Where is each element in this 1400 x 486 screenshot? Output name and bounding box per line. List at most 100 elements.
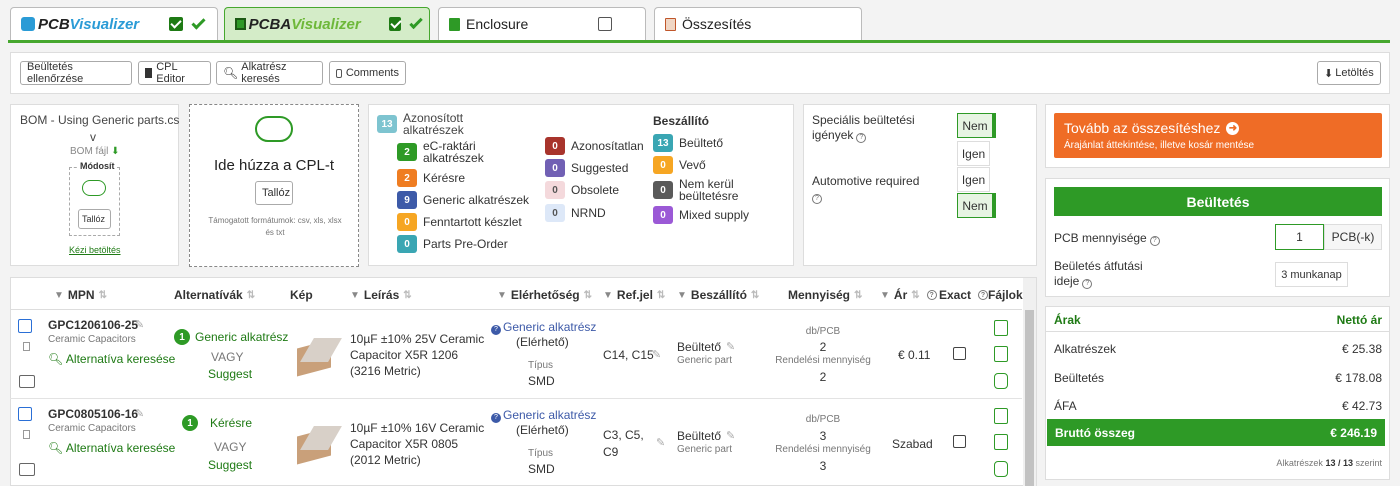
tab-pcb-checkbox[interactable]	[169, 17, 184, 31]
special-yes-button[interactable]: Igen	[957, 141, 990, 166]
search-icon: 🔍︎	[48, 352, 64, 366]
lead-time-label-text: Beületés átfutási ideje	[1054, 259, 1143, 288]
comment-icon[interactable]	[19, 375, 35, 388]
edit-icon[interactable]: ✎	[726, 341, 736, 353]
scrollbar-thumb[interactable]	[1025, 310, 1034, 486]
tab-pcba-visualizer[interactable]: PCBA Visualizer	[224, 7, 430, 40]
th-mpn[interactable]: ▼ MPN ⇅	[54, 288, 107, 302]
special-no-button[interactable]: Nem	[957, 113, 996, 138]
identified-label: Azonosított alkatrészek	[403, 111, 464, 137]
edit-icon[interactable]: ✎	[652, 349, 662, 361]
tab-summary[interactable]: Összesítés	[654, 7, 862, 40]
per-pcb-value: 3	[819, 429, 827, 443]
mpn[interactable]: GPC1206106-25	[48, 318, 139, 332]
pdf-file-icon[interactable]	[994, 320, 1008, 336]
th-quantity[interactable]: Mennyiség ⇅	[788, 288, 862, 302]
generic-label: Generic alkatrészek	[423, 193, 530, 207]
availability-link[interactable]: ? Generic alkatrész	[491, 320, 596, 335]
part-search-button[interactable]: 🔍︎ Alkatrész keresés	[216, 61, 323, 85]
bom-file-link[interactable]: BOM fájl ⬇	[70, 146, 120, 157]
availability-link[interactable]: ? Generic alkatrész	[491, 408, 596, 423]
desc-line-1: 10µF ±10% 16V Ceramic	[350, 421, 485, 435]
tab-enclosure-checkbox[interactable]	[598, 17, 613, 31]
alt-label[interactable]: Generic alkatrész	[195, 330, 289, 344]
desc-line-2: Capacitor X5R 1206	[350, 348, 459, 362]
mpn[interactable]: GPC0805106-16	[48, 407, 139, 421]
filter-icon: ▼	[880, 289, 890, 301]
exact-checkbox[interactable]	[953, 347, 966, 360]
manual-load-link[interactable]: Kézi betöltés	[69, 245, 121, 255]
capacitor-image	[297, 424, 342, 465]
th-mpn-label: MPN	[67, 288, 95, 302]
th-price[interactable]: ▼ Ár ⇅?	[880, 288, 937, 302]
capacitor-image	[297, 336, 342, 377]
sort-icon: ⇅	[246, 289, 256, 301]
reserved-label: Fenntartott készlet	[423, 215, 522, 229]
suggest-link[interactable]: Suggest	[208, 458, 253, 472]
check-placement-button[interactable]: Beültetés ellenőrzése	[20, 61, 132, 85]
pdf-file-icon[interactable]	[994, 408, 1008, 424]
identified-count: 13	[377, 115, 397, 133]
download-icon: ⬇	[1324, 67, 1334, 80]
help-icon: ?	[491, 324, 501, 335]
supplier-sub: Generic part	[677, 444, 733, 455]
chip-file-icon[interactable]	[994, 346, 1008, 362]
row-select-icon[interactable]	[18, 319, 32, 333]
pcb-qty-input[interactable]: 1	[1275, 224, 1324, 250]
stat-unidentified: 0 Azonosítatlan	[545, 137, 644, 155]
alt-label[interactable]: Kérésre	[210, 416, 253, 430]
alt-search-link[interactable]: 🔍︎ Alternatíva keresése	[48, 441, 175, 455]
alt-search-link[interactable]: 🔍︎ Alternatíva keresése	[48, 352, 175, 366]
download-button[interactable]: ⬇ Letöltés	[1317, 61, 1381, 85]
automotive-yes-button[interactable]: Igen	[957, 167, 990, 192]
3d-model-icon[interactable]	[994, 461, 1008, 477]
bom-browse-button[interactable]: Tallóz	[78, 209, 111, 229]
comments-button[interactable]: Comments	[329, 61, 406, 85]
requested-count: 2	[397, 169, 417, 187]
chip-file-icon[interactable]	[994, 434, 1008, 450]
th-supplier[interactable]: ▼ Beszállító ⇅	[677, 288, 759, 302]
continue-summary-button[interactable]: Tovább az összesítéshez ➜ Árajánlat áttek…	[1054, 113, 1382, 158]
refdes: C3, C5,	[603, 428, 644, 442]
stat-obsolete: 0 Obsolete	[545, 181, 619, 199]
th-description-label: Leírás	[363, 288, 400, 302]
order-qty-label: Rendelési mennyiség	[775, 444, 871, 455]
3d-model-icon[interactable]	[994, 373, 1008, 389]
row-select-icon[interactable]	[18, 407, 32, 421]
trash-icon[interactable]	[23, 342, 30, 351]
suggest-link[interactable]: Suggest	[208, 367, 253, 381]
tab-pcba-label-a: PCBA	[248, 15, 292, 33]
th-description[interactable]: ▼ Leírás ⇅	[350, 288, 412, 302]
cpl-browse-button[interactable]: Tallóz	[255, 181, 293, 205]
th-files: Fájlok	[988, 288, 1023, 302]
edit-icon[interactable]: ✎	[135, 408, 145, 420]
th-refdes[interactable]: ▼ Ref.jel ⇅	[603, 288, 665, 302]
cpl-browse-label: Tallóz	[262, 187, 291, 199]
tab-pcba-checkbox[interactable]	[388, 17, 401, 31]
th-availability[interactable]: ▼ Elérhetőség ⇅	[497, 288, 592, 302]
trash-icon[interactable]	[23, 430, 30, 439]
check-icon	[191, 15, 206, 30]
book-icon	[449, 17, 460, 31]
placer-count: 13	[653, 134, 673, 152]
exact-checkbox[interactable]	[953, 435, 966, 448]
price: € 0.11	[898, 348, 931, 362]
not-placed-count: 0	[653, 181, 673, 199]
suggested-count: 0	[545, 159, 565, 177]
mixed-label: Mixed supply	[679, 208, 750, 222]
type-label: Típus	[528, 448, 554, 459]
edit-icon[interactable]: ✎	[656, 437, 666, 449]
comment-icon	[336, 68, 342, 78]
cpl-editor-button[interactable]: CPL Editor	[138, 61, 211, 85]
tab-enclosure[interactable]: Enclosure	[438, 7, 646, 40]
bom-modify[interactable]: Módosít	[78, 161, 117, 171]
th-alternatives[interactable]: Alternatívák ⇅	[174, 288, 255, 302]
edit-icon[interactable]: ✎	[135, 319, 145, 331]
automotive-no-button[interactable]: Nem	[957, 193, 996, 218]
prices-panel	[1045, 306, 1390, 480]
comment-icon[interactable]	[19, 463, 35, 476]
edit-icon[interactable]: ✎	[726, 430, 736, 442]
desc-line-1: 10µF ±10% 25V Ceramic	[350, 332, 485, 346]
alt-search-label: Alternatíva keresése	[65, 352, 176, 366]
tab-pcb-visualizer[interactable]: PCB Visualizer	[10, 7, 218, 40]
